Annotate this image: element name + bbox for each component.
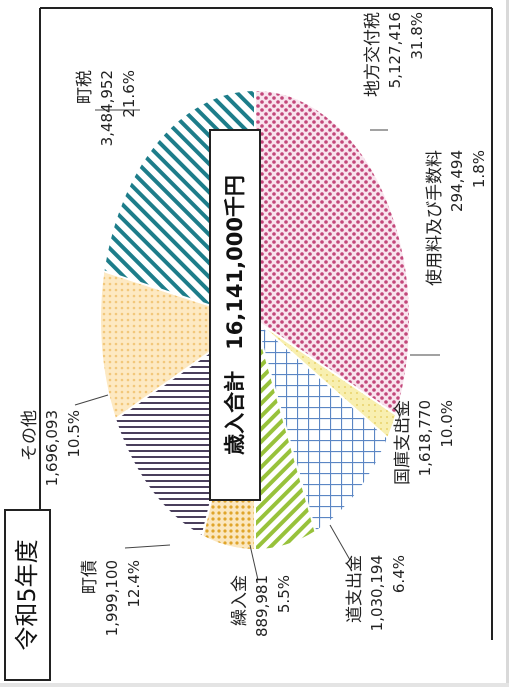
slice-percent-6: 12.4% xyxy=(125,560,143,608)
leader-line-3 xyxy=(394,409,403,431)
chart-title: 歳入合計 16,141,000千円 xyxy=(223,175,247,455)
slice-label-8: 町税 3,484,952 21.6% xyxy=(75,70,138,146)
era-label: 令和5年度 xyxy=(13,539,41,650)
slice-percent-5: 5.5% xyxy=(275,575,293,613)
leader-line-7 xyxy=(74,394,109,406)
slice-percent-2: 1.8% xyxy=(470,150,488,188)
slice-value-4: 1,030,194 xyxy=(368,555,386,631)
slice-label-1: 地方交付税 5,127,416 31.8% xyxy=(363,12,426,97)
leader-line-4 xyxy=(329,524,351,561)
slice-label-7: その他 1,696,093 10.5% xyxy=(20,410,83,486)
era-box: 令和5年度 xyxy=(4,509,51,681)
slice-percent-8: 21.6% xyxy=(120,70,138,118)
slice-value-3: 1,618,770 xyxy=(416,400,434,476)
scan-edge-right xyxy=(506,0,509,687)
slice-value-8: 3,484,952 xyxy=(98,70,116,146)
slice-label-5: 繰入金 889,981 5.5% xyxy=(230,575,293,637)
slice-value-5: 889,981 xyxy=(253,575,271,637)
slice-value-6: 1,999,100 xyxy=(103,560,121,636)
slice-label-4: 道支出金 1,030,194 6.4% xyxy=(345,555,408,631)
slice-name-2: 使用料及び手数料 xyxy=(424,150,445,286)
slice-name-3: 国庫支出金 xyxy=(393,400,413,485)
slice-name-4: 道支出金 xyxy=(345,555,365,623)
leader-lines xyxy=(74,109,440,581)
slice-label-2: 使用料及び手数料 294,494 1.8% xyxy=(424,150,488,286)
leader-line-5 xyxy=(249,544,259,581)
slice-name-5: 繰入金 xyxy=(230,575,250,626)
total-box: 歳入合計 16,141,000千円 xyxy=(209,129,261,501)
slice-percent-7: 10.5% xyxy=(65,410,83,458)
slice-labels: 地方交付税 5,127,416 31.8% 使用料及び手数料 294,494 1.8% 国庫… xyxy=(20,12,488,637)
pie-slice-1 xyxy=(254,88,412,417)
pie-slice-3 xyxy=(253,316,390,534)
scan-edge-bottom xyxy=(0,683,509,687)
slice-value-1: 5,127,416 xyxy=(386,12,404,88)
slice-label-3: 国庫支出金 1,618,770 10.0% xyxy=(393,400,456,485)
slice-name-6: 町債 xyxy=(80,560,100,594)
slice-value-7: 1,696,093 xyxy=(43,410,61,486)
slice-percent-4: 6.4% xyxy=(390,555,408,593)
slice-label-6: 町債 1,999,100 12.4% xyxy=(80,560,143,636)
slice-percent-1: 31.8% xyxy=(408,12,426,60)
slice-name-7: その他 xyxy=(20,410,40,461)
leader-line-6 xyxy=(124,544,171,549)
slice-value-2: 294,494 xyxy=(448,150,466,212)
slice-percent-3: 10.0% xyxy=(438,400,456,448)
slice-name-1: 地方交付税 xyxy=(363,12,383,97)
slice-name-8: 町税 xyxy=(75,70,95,104)
